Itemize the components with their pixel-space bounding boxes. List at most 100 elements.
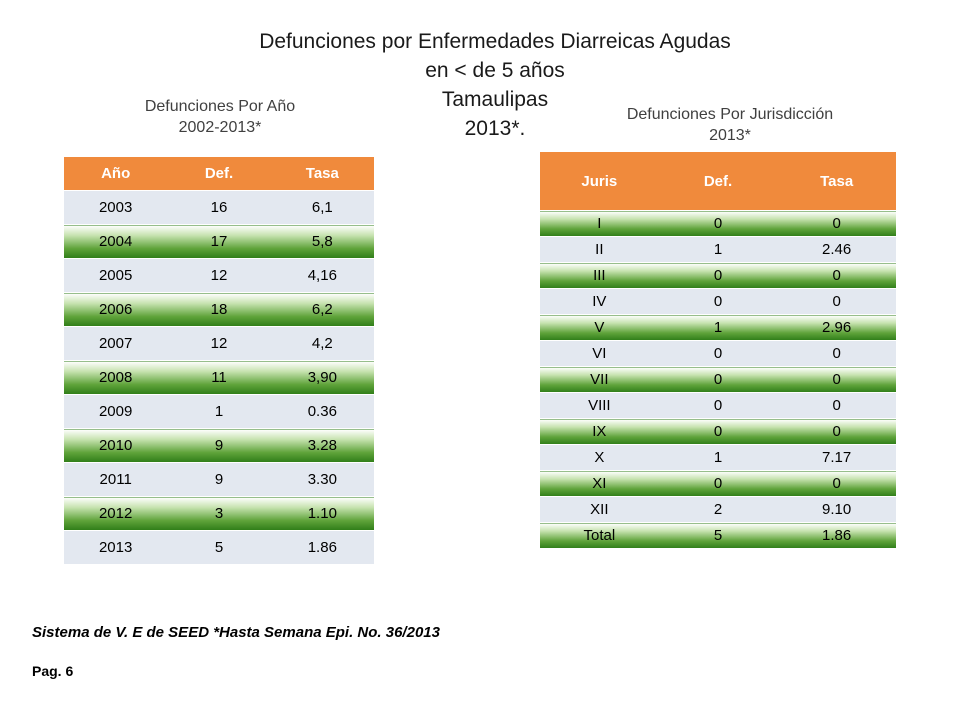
- cell-deaths: 0: [658, 262, 778, 289]
- cell-rate: 6,1: [270, 190, 374, 225]
- column-header-rate: Tasa: [777, 152, 896, 211]
- cell-year: 2008: [64, 360, 168, 395]
- cell-rate: 9.10: [777, 496, 896, 523]
- table-row: 2003 16 6,1: [64, 190, 374, 225]
- cell-rate: 0: [777, 210, 896, 237]
- table-row: 2012 3 1.10: [64, 496, 374, 531]
- table-header-row: Juris Def. Tasa: [540, 152, 896, 211]
- column-header-deaths: Def.: [167, 157, 271, 191]
- cell-rate: 0: [777, 340, 896, 367]
- cell-year: 2013: [64, 530, 168, 564]
- cell-jurisdiction: I: [540, 210, 659, 237]
- table-row: VII 0 0: [540, 366, 896, 393]
- cell-rate: 7.17: [777, 444, 896, 471]
- cell-year: 2005: [64, 258, 168, 293]
- cell-rate: 1.10: [270, 496, 374, 531]
- table-row: 2005 12 4,16: [64, 258, 374, 293]
- cell-deaths: 0: [658, 340, 778, 367]
- table-row: IV 0 0: [540, 288, 896, 315]
- table-row: 2008 11 3,90: [64, 360, 374, 395]
- title-line: Defunciones por Enfermedades Diarreicas …: [259, 30, 731, 53]
- cell-deaths: 5: [167, 530, 271, 564]
- table-row: X 1 7.17: [540, 444, 896, 471]
- table-row: 2010 9 3.28: [64, 428, 374, 463]
- column-header-deaths: Def.: [658, 152, 778, 211]
- cell-deaths: 0: [658, 418, 778, 445]
- cell-deaths: 3: [167, 496, 271, 531]
- table-header-row: Año Def. Tasa: [64, 157, 374, 191]
- cell-year: 2012: [64, 496, 168, 531]
- cell-year: 2010: [64, 428, 168, 463]
- cell-rate: 0: [777, 470, 896, 497]
- cell-deaths: 12: [167, 258, 271, 293]
- table-row: IX 0 0: [540, 418, 896, 445]
- cell-jurisdiction: V: [540, 314, 659, 341]
- cell-jurisdiction: IX: [540, 418, 659, 445]
- cell-rate: 1.86: [777, 522, 896, 548]
- cell-year: 2003: [64, 190, 168, 225]
- table-row-total: Total 5 1.86: [540, 522, 896, 548]
- cell-deaths: 18: [167, 292, 271, 327]
- cell-jurisdiction: Total: [540, 522, 659, 548]
- cell-rate: 4,16: [270, 258, 374, 293]
- cell-deaths: 11: [167, 360, 271, 395]
- cell-jurisdiction: VI: [540, 340, 659, 367]
- cell-jurisdiction: III: [540, 262, 659, 289]
- cell-deaths: 17: [167, 224, 271, 259]
- source-note: Sistema de V. E de SEED *Hasta Semana Ep…: [32, 624, 440, 641]
- cell-year: 2007: [64, 326, 168, 361]
- cell-deaths: 5: [658, 522, 778, 548]
- cell-rate: 6,2: [270, 292, 374, 327]
- cell-rate: 0.36: [270, 394, 374, 429]
- cell-year: 2004: [64, 224, 168, 259]
- table-row: 2013 5 1.86: [64, 530, 374, 564]
- cell-year: 2009: [64, 394, 168, 429]
- table-row: II 1 2.46: [540, 236, 896, 263]
- table-row: 2009 1 0.36: [64, 394, 374, 429]
- cell-rate: 0: [777, 392, 896, 419]
- column-header-rate: Tasa: [270, 157, 374, 191]
- cell-deaths: 1: [658, 236, 778, 263]
- cell-jurisdiction: X: [540, 444, 659, 471]
- title-line: Tamaulipas: [441, 88, 549, 111]
- cell-deaths: 0: [658, 366, 778, 393]
- subtitle-line: Defunciones Por Año: [144, 98, 296, 115]
- subtitle-line: 2002-2013*: [178, 119, 262, 136]
- cell-rate: 0: [777, 262, 896, 289]
- table-row: 2011 9 3.30: [64, 462, 374, 497]
- cell-deaths: 1: [167, 394, 271, 429]
- cell-deaths: 0: [658, 392, 778, 419]
- cell-jurisdiction: XII: [540, 496, 659, 523]
- cell-rate: 3.28: [270, 428, 374, 463]
- table-row: XII 2 9.10: [540, 496, 896, 523]
- cell-rate: 0: [777, 366, 896, 393]
- cell-jurisdiction: VII: [540, 366, 659, 393]
- cell-deaths: 12: [167, 326, 271, 361]
- cell-rate: 2.46: [777, 236, 896, 263]
- column-header-jurisdiction: Juris: [540, 152, 659, 211]
- table-row: VIII 0 0: [540, 392, 896, 419]
- cell-rate: 3.30: [270, 462, 374, 497]
- cell-jurisdiction: XI: [540, 470, 659, 497]
- cell-rate: 0: [777, 288, 896, 315]
- table-row: 2006 18 6,2: [64, 292, 374, 327]
- cell-year: 2006: [64, 292, 168, 327]
- cell-deaths: 9: [167, 462, 271, 497]
- subtitle-line: Defunciones Por Jurisdicción: [626, 106, 834, 123]
- table-row: V 1 2.96: [540, 314, 896, 341]
- right-table-subtitle: Defunciones Por Jurisdicción 2013*: [560, 104, 900, 146]
- cell-deaths: 9: [167, 428, 271, 463]
- title-line: en < de 5 años: [425, 59, 565, 82]
- cell-deaths: 0: [658, 470, 778, 497]
- page-number: Pag. 6: [32, 663, 74, 679]
- cell-deaths: 0: [658, 288, 778, 315]
- cell-jurisdiction: II: [540, 236, 659, 263]
- title-line: 2013*.: [464, 117, 526, 140]
- subtitle-line: 2013*: [709, 127, 751, 144]
- cell-rate: 4,2: [270, 326, 374, 361]
- cell-deaths: 1: [658, 314, 778, 341]
- cell-rate: 5,8: [270, 224, 374, 259]
- table-row: 2007 12 4,2: [64, 326, 374, 361]
